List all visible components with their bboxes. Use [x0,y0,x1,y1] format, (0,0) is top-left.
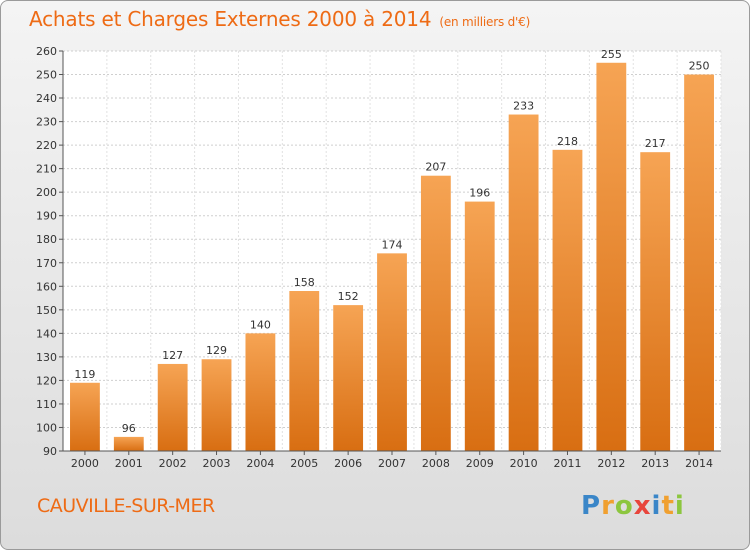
y-tick-label: 200 [36,186,57,199]
bar-2003 [201,359,232,451]
bar-value-label: 233 [513,100,534,113]
y-tick-label: 90 [43,445,57,458]
bar-2002 [157,363,188,451]
bar-value-label: 218 [557,135,578,148]
logo-letter: x [633,491,652,521]
y-tick-label: 230 [36,116,57,129]
bar-2012 [596,62,627,451]
logo-letter: i [674,491,685,521]
x-tick-label: 2002 [159,457,187,470]
bar-2009 [464,201,495,451]
x-tick-label: 2013 [641,457,669,470]
bar-2006 [333,305,364,451]
y-tick-label: 240 [36,92,57,105]
x-tick-label: 2004 [246,457,274,470]
bar-value-label: 255 [601,48,622,61]
bar-value-label: 174 [382,238,403,251]
x-tick-label: 2005 [290,457,318,470]
chart-title: Achats et Charges Externes 2000 à 2014 (e… [29,7,530,31]
y-tick-label: 110 [36,398,57,411]
bar-value-label: 140 [250,318,271,331]
x-tick-label: 2012 [597,457,625,470]
y-tick-label: 130 [36,351,57,364]
x-tick-label: 2011 [553,457,581,470]
bar-2005 [289,291,320,451]
x-tick-label: 2008 [422,457,450,470]
bar-value-label: 152 [338,290,359,303]
y-tick-label: 190 [36,210,57,223]
y-tick-label: 160 [36,280,57,293]
x-tick-label: 2009 [466,457,494,470]
y-tick-label: 170 [36,257,57,270]
y-tick-label: 250 [36,69,57,82]
logo-letter: r [601,491,615,521]
bar-value-label: 250 [689,60,710,73]
x-tick-label: 2003 [203,457,231,470]
y-tick-label: 150 [36,304,57,317]
y-tick-label: 180 [36,233,57,246]
bar-2014 [684,74,714,451]
x-tick-label: 2007 [378,457,406,470]
chart-subtitle: (en milliers d'€) [439,15,531,29]
x-tick-label: 2000 [71,457,99,470]
x-tick-label: 2014 [685,457,713,470]
bar-value-label: 217 [645,137,666,150]
bar-value-label: 119 [74,368,95,381]
commune-name: CAUVILLE-SUR-MER [37,495,215,517]
x-tick-label: 2006 [334,457,362,470]
bar-value-label: 129 [206,344,227,357]
logo-letter: i [651,491,662,521]
bar-2011 [552,149,583,451]
bar-value-label: 127 [162,349,183,362]
y-tick-label: 210 [36,163,57,176]
bar-2004 [245,333,276,451]
logo-letter: P [581,491,602,521]
bar-2001 [113,436,144,451]
bar-2010 [508,114,539,451]
proxiti-logo: Proxiti [581,491,685,521]
logo-letter: t [661,491,675,521]
bar-value-label: 196 [469,187,490,200]
bar-2007 [377,253,407,451]
bar-2008 [420,175,451,452]
y-tick-label: 100 [36,421,57,434]
y-tick-label: 140 [36,327,57,340]
y-tick-label: 220 [36,139,57,152]
bar-value-label: 207 [425,161,446,174]
y-tick-label: 260 [36,45,57,58]
y-tick-label: 120 [36,374,57,387]
bar-2000 [70,382,100,451]
logo-letter: o [614,491,634,521]
x-tick-label: 2001 [115,457,143,470]
bar-value-label: 158 [294,276,315,289]
bar-value-label: 96 [122,422,136,435]
x-tick-label: 2010 [510,457,538,470]
bar-2013 [640,152,671,452]
chart-title-text: Achats et Charges Externes 2000 à 2014 [29,7,432,31]
